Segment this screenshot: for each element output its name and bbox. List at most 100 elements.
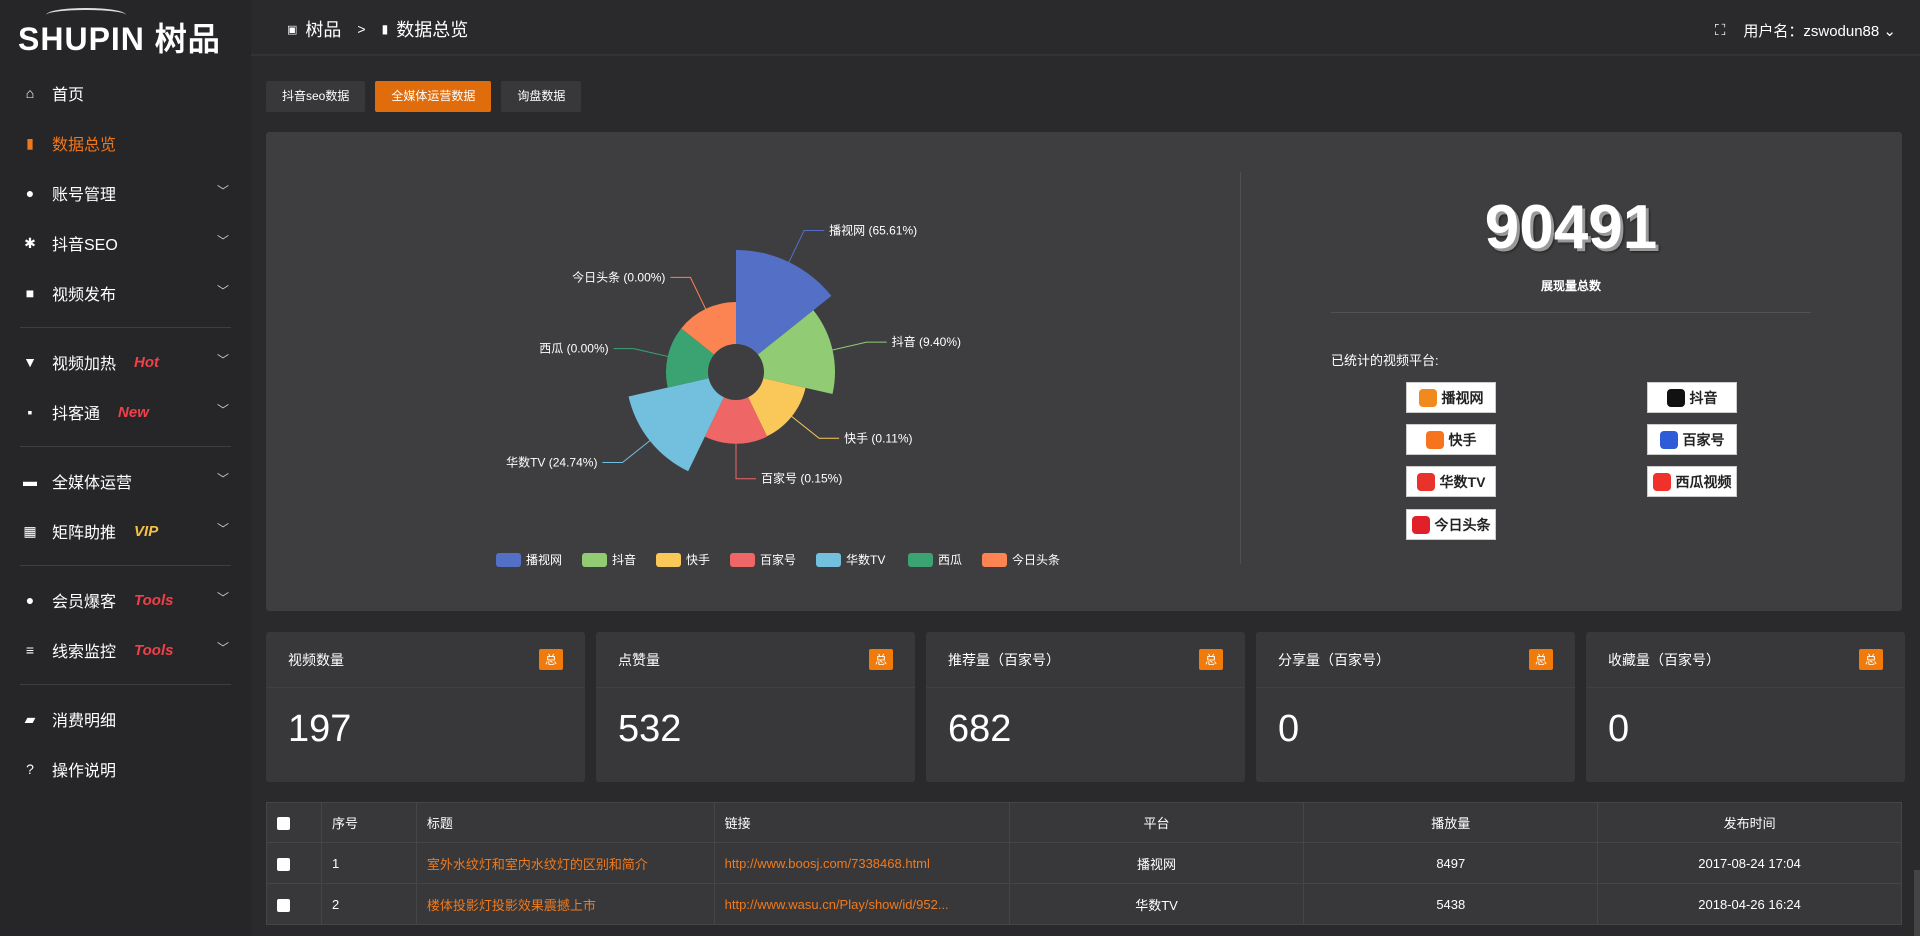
- wallet-icon: ▰: [24, 710, 36, 727]
- sidebar-item[interactable]: ✱ 抖音SEO ﹀: [0, 218, 251, 268]
- chevron-down-icon: ﹀: [216, 353, 229, 367]
- sidebar-item-tag: Hot: [134, 353, 160, 371]
- logo[interactable]: SHUPIN 树品: [18, 8, 221, 60]
- sidebar-item[interactable]: ▦ 矩阵助推 VIP ﹀: [0, 506, 251, 556]
- row-select[interactable]: [266, 842, 322, 884]
- video-url-link[interactable]: http://www.boosj.com/7338468.html: [713, 842, 1010, 884]
- sidebar-item[interactable]: ▪ 抖客通 New ﹀: [0, 387, 251, 437]
- fullscreen-icon[interactable]: ⛶: [1714, 22, 1726, 39]
- stat-value: 197: [288, 708, 352, 750]
- sidebar-item[interactable]: ⌂ 首页: [0, 68, 251, 118]
- sliders-icon: ≡: [25, 642, 35, 658]
- platform-logo-mark-icon: [1425, 430, 1444, 449]
- label-leader-line: [613, 348, 672, 358]
- legend-label[interactable]: 百家号: [760, 552, 796, 567]
- user-icon: ●: [25, 592, 35, 608]
- sidebar-item-tag: New: [118, 403, 149, 421]
- total-badge: 总: [868, 649, 893, 670]
- legend-label[interactable]: 快手: [686, 553, 710, 567]
- gear-icon: ✱: [24, 234, 36, 251]
- user-menu[interactable]: 用户名：zswodun88 ⌄: [1743, 23, 1896, 40]
- row-select[interactable]: [266, 883, 322, 925]
- chevron-down-icon: ﹀: [216, 591, 229, 605]
- scrollbar[interactable]: [1914, 870, 1920, 936]
- checkbox[interactable]: [277, 898, 290, 912]
- sidebar-item-label: 会员爆客: [52, 594, 117, 611]
- checkbox[interactable]: [277, 817, 290, 831]
- platform-logo: 快手: [1406, 424, 1496, 455]
- platforms-label: 已统计的视频平台:: [1331, 353, 1439, 368]
- chevron-down-icon: ﹀: [216, 641, 229, 655]
- sidebar-item-label: 消费明细: [52, 713, 117, 730]
- legend-swatch[interactable]: [730, 553, 755, 567]
- legend-swatch[interactable]: [496, 553, 521, 567]
- platform: 播视网: [1008, 842, 1305, 884]
- column-header: 标题: [415, 802, 715, 843]
- tab-inquiry[interactable]: 询盘数据: [501, 81, 582, 112]
- legend-swatch[interactable]: [582, 553, 607, 567]
- rose-slice[interactable]: [666, 328, 715, 388]
- column-header: 播放量: [1303, 802, 1599, 843]
- sidebar-item[interactable]: ≡ 线索监控 Tools ﹀: [0, 625, 251, 675]
- rose-slice[interactable]: [757, 310, 836, 395]
- legend-label[interactable]: 西瓜: [938, 553, 962, 567]
- legend-swatch[interactable]: [656, 553, 681, 567]
- legend-swatch[interactable]: [908, 553, 933, 567]
- slice-label: 西瓜 (0.00%): [539, 342, 608, 356]
- select-all[interactable]: [266, 802, 322, 843]
- stat-title: 分享量（百家号）: [1278, 651, 1390, 668]
- platform-logo-mark-icon: [1666, 388, 1685, 407]
- video-url-link[interactable]: http://www.wasu.cn/Play/show/id/952...: [713, 883, 1010, 925]
- sidebar-item[interactable]: ■ 视频发布 ﹀: [0, 268, 251, 318]
- platform-logo-mark-icon: [1416, 472, 1435, 491]
- stat-value: 682: [948, 708, 1012, 750]
- slice-label: 百家号 (0.15%): [761, 471, 842, 486]
- stat-card: 收藏量（百家号） 总 0: [1586, 632, 1905, 782]
- column-header: 发布时间: [1597, 802, 1902, 843]
- rose-slice[interactable]: [681, 302, 736, 355]
- legend-swatch[interactable]: [982, 553, 1007, 567]
- bar-chart-icon: ▮: [381, 22, 389, 36]
- sidebar-item[interactable]: ▬ 全媒体运营 ﹀: [0, 456, 251, 506]
- chevron-down-icon: ﹀: [216, 403, 229, 417]
- sidebar-item[interactable]: ● 会员爆客 Tools ﹀: [0, 575, 251, 625]
- sidebar-item-label: 视频加热: [52, 356, 117, 373]
- platform-logo: 播视网: [1406, 382, 1496, 413]
- breadcrumb-home[interactable]: 树品: [305, 20, 342, 40]
- rose-chart: 播视网 (65.61%) 抖音 (9.40%) 快手 (0.11%) 百家号 (0.1…: [496, 223, 1060, 567]
- platform-logo: 西瓜视频: [1647, 466, 1737, 497]
- rose-slice[interactable]: [736, 250, 832, 355]
- legend-label[interactable]: 今日头条: [1012, 552, 1060, 567]
- sidebar-item[interactable]: ▰ 消费明细: [0, 694, 251, 744]
- video-title-link[interactable]: 楼体投影灯投影效果震撼上市: [415, 883, 715, 925]
- sidebar-divider: [20, 565, 231, 566]
- overview-panel: 播视网 (65.61%) 抖音 (9.40%) 快手 (0.11%) 百家号 (0.1…: [266, 132, 1902, 611]
- sidebar-item-label: 操作说明: [52, 763, 117, 780]
- slice-label: 华数TV (24.74%): [506, 455, 597, 470]
- legend-swatch[interactable]: [816, 553, 841, 567]
- breadcrumb: ▣ 树品 > ▮ 数据总览: [287, 16, 468, 42]
- video-title-link[interactable]: 室外水纹灯和室内水纹灯的区别和简介: [415, 842, 715, 884]
- sidebar-item-label: 抖音SEO: [52, 237, 118, 254]
- sidebar-divider: [20, 684, 231, 685]
- sidebar-item-tag: Tools: [134, 641, 174, 659]
- bar-chart-icon: ▮: [26, 134, 34, 151]
- tab-douyin-seo[interactable]: 抖音seo数据: [266, 81, 366, 112]
- rose-slice[interactable]: [628, 378, 724, 472]
- legend-label[interactable]: 播视网: [526, 552, 562, 567]
- sidebar-item[interactable]: ? 操作说明: [0, 744, 251, 794]
- chevron-down-icon: ﹀: [216, 234, 229, 248]
- table-row: 1 室外水纹灯和室内水纹灯的区别和简介 http://www.boosj.com/7…: [266, 842, 1902, 884]
- sidebar-item[interactable]: ▮ 数据总览: [0, 118, 251, 168]
- breadcrumb-current: 数据总览: [396, 20, 469, 40]
- sidebar-item[interactable]: ▼ 视频加热 Hot ﹀: [0, 337, 251, 387]
- legend-label[interactable]: 抖音: [612, 552, 636, 567]
- rose-slice[interactable]: [748, 378, 806, 437]
- stat-card: 视频数量 总 197: [266, 632, 585, 782]
- sidebar-item[interactable]: ● 账号管理 ﹀: [0, 168, 251, 218]
- legend-label[interactable]: 华数TV: [846, 552, 885, 567]
- rose-slice[interactable]: [704, 397, 768, 444]
- stat-card: 点赞量 总 532: [596, 632, 915, 782]
- checkbox[interactable]: [277, 857, 290, 871]
- tab-all-media[interactable]: 全媒体运营数据: [375, 81, 492, 112]
